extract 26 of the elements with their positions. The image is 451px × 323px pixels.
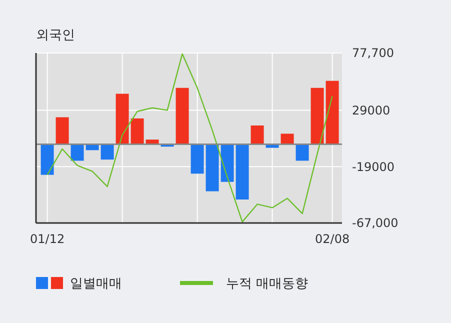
legend-label: 일별매매 xyxy=(70,276,122,292)
bar xyxy=(56,117,69,144)
legend-label: 누적 매매동향 xyxy=(226,276,308,292)
bar xyxy=(250,125,264,144)
bar xyxy=(280,134,294,144)
bar xyxy=(190,144,204,174)
bar xyxy=(130,118,144,144)
bar xyxy=(236,144,249,200)
x-tick-label: 01/12 xyxy=(30,232,65,246)
bar xyxy=(296,144,309,161)
bar xyxy=(176,88,189,144)
y-tick-label: 77,700 xyxy=(352,46,394,60)
bar xyxy=(116,94,129,144)
y-tick-label: -67,000 xyxy=(352,216,398,230)
bar xyxy=(206,144,219,192)
y-tick-label: 29000 xyxy=(352,103,390,118)
bar xyxy=(310,88,324,144)
y-tick-label: -19000 xyxy=(352,160,395,174)
bar xyxy=(220,144,234,182)
line-series xyxy=(46,53,333,222)
bar xyxy=(326,80,339,144)
bar xyxy=(70,144,84,161)
chart-title: 외국인 xyxy=(36,28,75,43)
x-tick-label: 02/08 xyxy=(315,232,350,246)
bar xyxy=(100,144,114,160)
bar xyxy=(40,144,54,175)
